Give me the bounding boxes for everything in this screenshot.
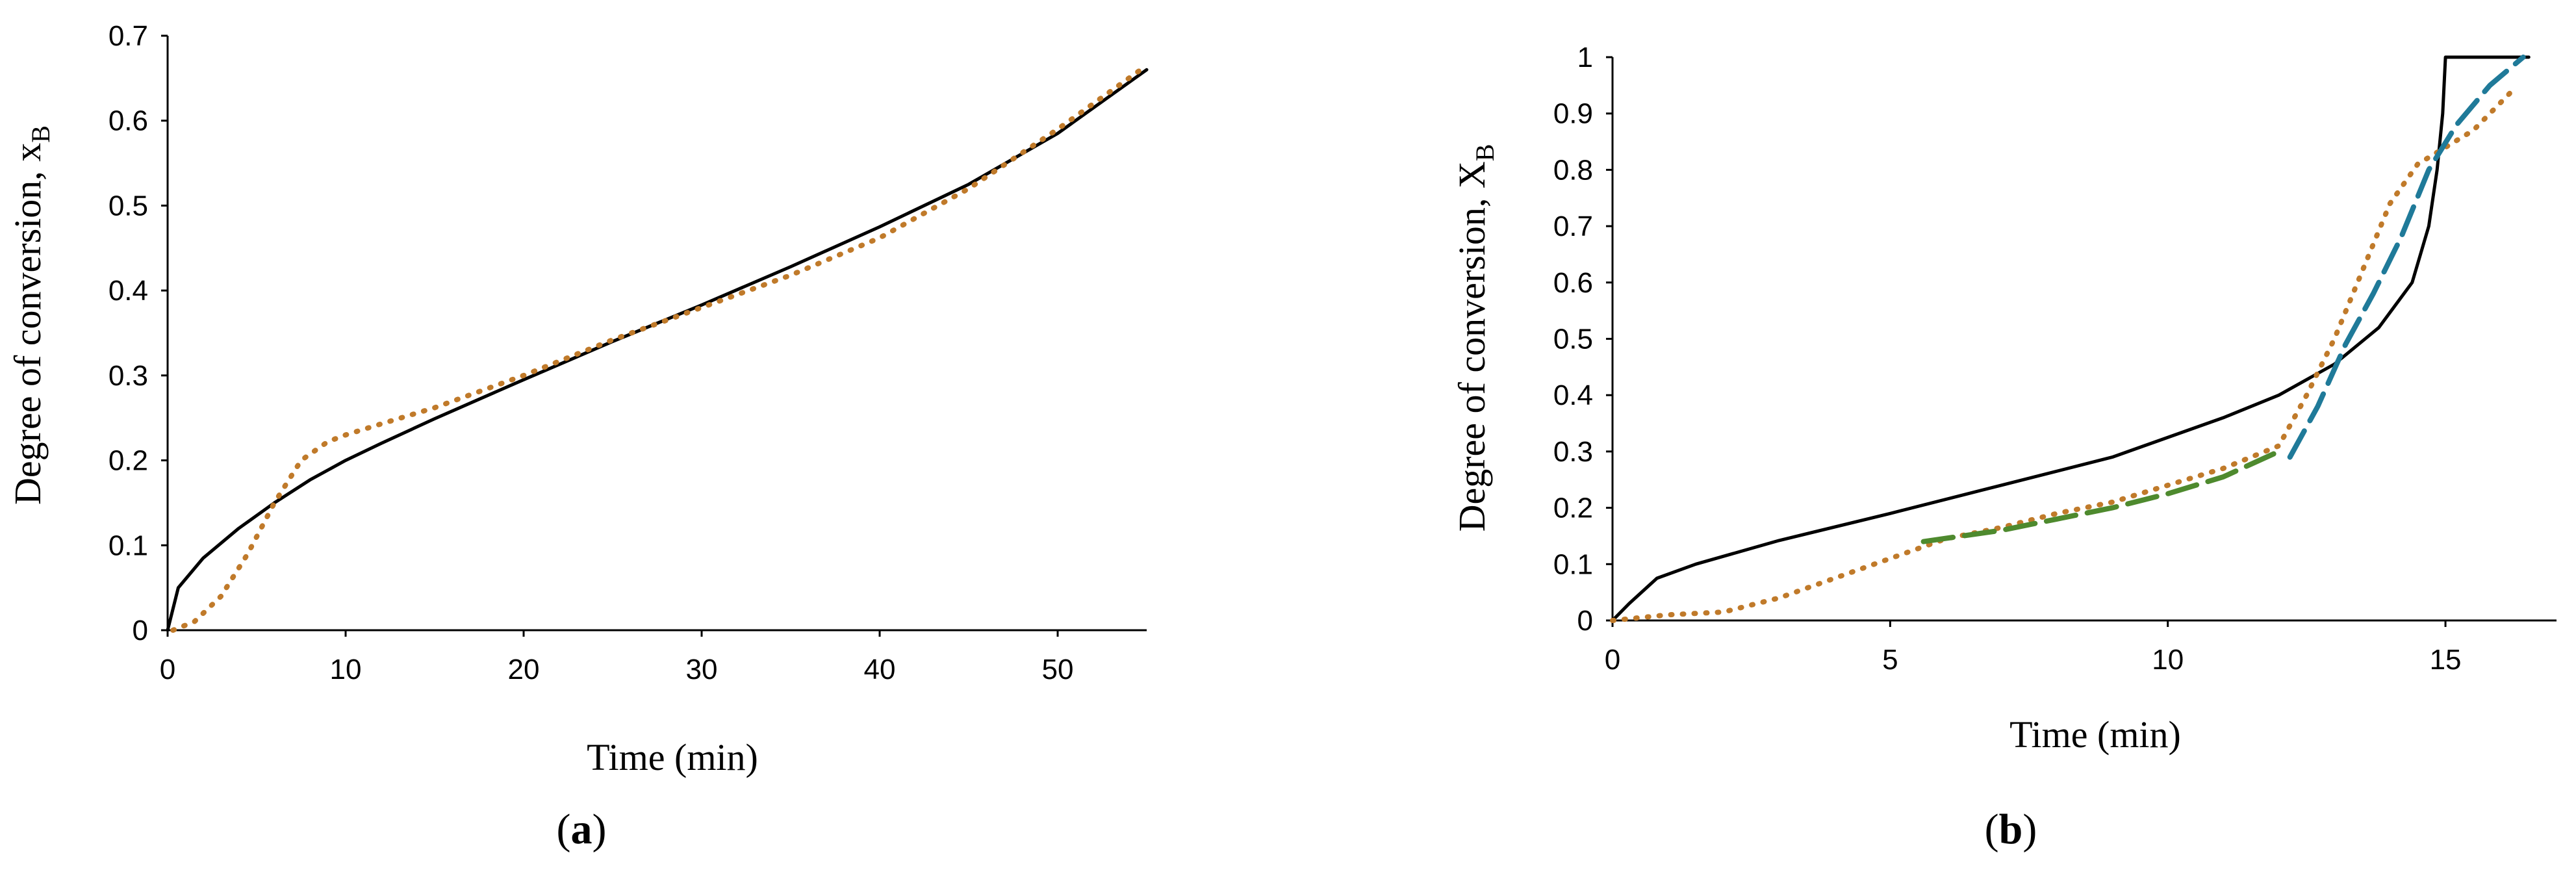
series-line-solid <box>166 68 1149 632</box>
x-axis-title: Time (min) <box>587 736 758 778</box>
x-axis-title: Time (min) <box>2009 713 2181 756</box>
y-tick-label: 0.4 <box>1553 379 1593 411</box>
chart-panel-a: Degree of conversion, xB Time (min) (a) … <box>6 20 1149 853</box>
chart-panel-b: Degree of conversion, XB Time (min) (b) … <box>1451 42 2557 853</box>
y-tick-label: 0.6 <box>108 105 148 137</box>
x-tick-label: 10 <box>330 654 362 685</box>
y-tick-label: 0.8 <box>1553 154 1593 186</box>
y-tick-label: 0.7 <box>108 20 148 52</box>
svg-text:Degree of conversion, xB: Degree of conversion, xB <box>6 125 55 505</box>
y-tick-label: 0.3 <box>108 360 148 392</box>
x-tick-label: 30 <box>686 654 718 685</box>
y-tick-label: 0 <box>133 615 148 646</box>
series-line-solid <box>1611 55 2531 622</box>
x-tick-label: 10 <box>2152 644 2184 676</box>
y-axis-title-main: Degree of conversion, x <box>6 143 49 505</box>
y-tick-label: 0 <box>1577 605 1593 637</box>
series-line-dotted <box>170 62 1149 633</box>
x-tick-label: 5 <box>1882 644 1898 676</box>
y-tick-label: 0.7 <box>1553 211 1593 242</box>
y-tick-label: 0.5 <box>1553 324 1593 355</box>
svg-text:Degree of conversion, XB: Degree of conversion, XB <box>1451 144 1499 532</box>
y-tick-label: 1 <box>1577 42 1593 73</box>
y-tick-label: 0.9 <box>1553 98 1593 130</box>
y-axis-title-main: Degree of conversion, X <box>1451 161 1493 531</box>
panel-caption: (b) <box>1985 806 2037 853</box>
y-tick-label: 0.2 <box>108 445 148 477</box>
panel-caption: (a) <box>557 806 607 853</box>
y-tick-label: 0.2 <box>1553 492 1593 524</box>
y-tick-label: 0.3 <box>1553 436 1593 468</box>
series-line-dashed <box>2287 55 2526 460</box>
y-axis-title: Degree of conversion, XB <box>1451 144 1499 532</box>
x-tick-label: 20 <box>508 654 540 685</box>
x-tick-label: 50 <box>1042 654 1074 685</box>
series-line-dotted <box>1610 88 2515 623</box>
y-tick-label: 0.5 <box>108 190 148 222</box>
y-axis-title: Degree of conversion, xB <box>6 125 55 505</box>
y-tick-label: 0.6 <box>1553 267 1593 299</box>
y-tick-label: 0.1 <box>1553 548 1593 580</box>
y-axis-title-sub: B <box>1470 144 1499 162</box>
x-tick-label: 40 <box>864 654 896 685</box>
y-tick-label: 0.4 <box>108 275 148 307</box>
y-tick-label: 0.1 <box>108 530 148 561</box>
series-line-dashed <box>1920 448 2282 544</box>
x-tick-label: 0 <box>160 654 175 685</box>
y-axis-title-sub: B <box>26 125 55 143</box>
x-tick-label: 0 <box>1605 644 1620 676</box>
x-tick-label: 15 <box>2430 644 2462 676</box>
